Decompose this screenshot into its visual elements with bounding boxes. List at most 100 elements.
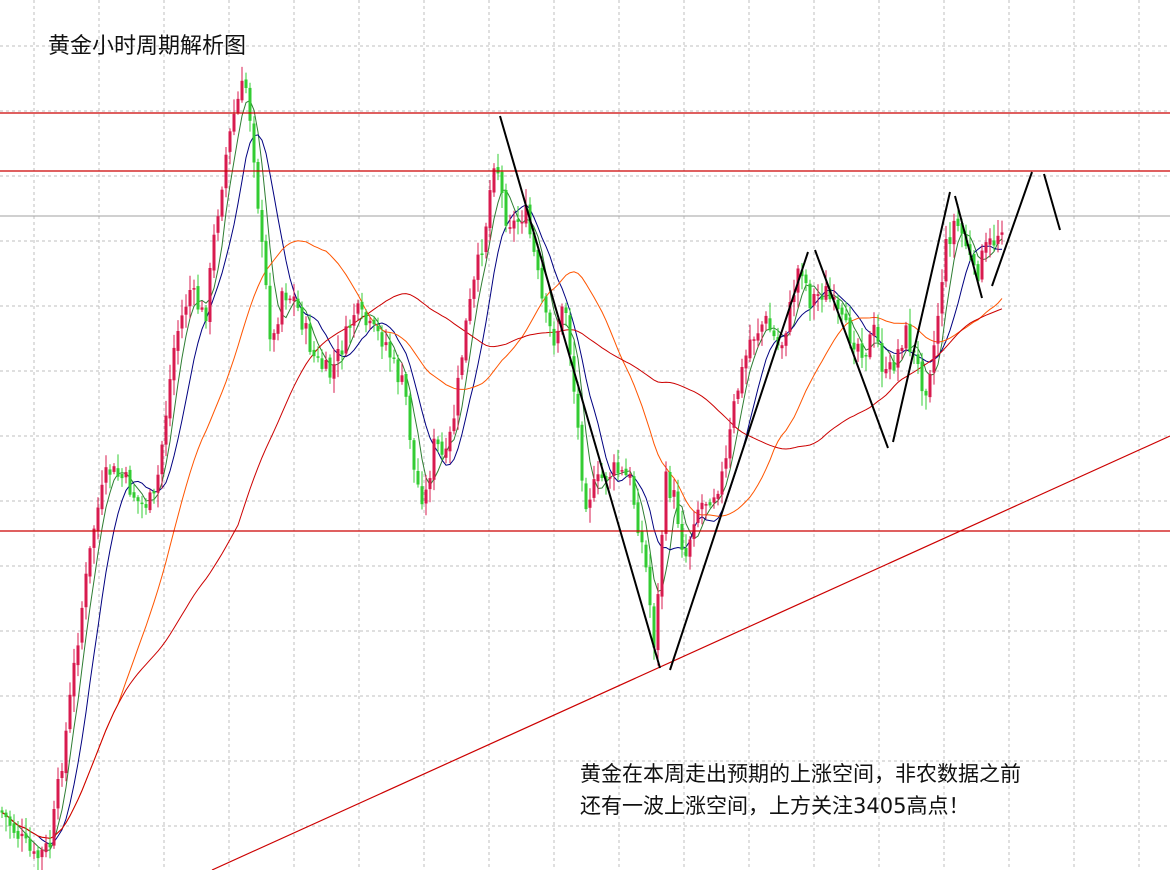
candle-body xyxy=(72,662,76,697)
candle-body xyxy=(56,779,60,809)
candle-body xyxy=(280,291,284,325)
candle-body xyxy=(352,315,356,326)
candle-body xyxy=(700,502,704,510)
candle-body xyxy=(24,833,28,839)
candle-body xyxy=(324,360,328,369)
candle-body xyxy=(592,479,596,498)
candle-body xyxy=(168,379,172,419)
candle-body xyxy=(188,290,192,307)
candle-body xyxy=(216,216,220,233)
candle-body xyxy=(768,318,772,331)
candle-body xyxy=(80,607,84,643)
wave-segment xyxy=(669,251,809,671)
candle-body xyxy=(116,468,120,477)
candle-body xyxy=(920,361,924,392)
candle-body xyxy=(988,238,992,245)
candle-body xyxy=(196,286,200,310)
candle-body xyxy=(204,307,208,322)
candle-body xyxy=(340,350,344,355)
candle-body xyxy=(488,190,492,228)
candle-body xyxy=(644,544,648,568)
candle-body xyxy=(440,441,444,455)
candle-body xyxy=(428,478,432,490)
candle-body xyxy=(816,294,820,296)
candle-body xyxy=(132,492,136,498)
candle-body xyxy=(880,343,884,372)
candle-body xyxy=(648,566,652,606)
candle-body xyxy=(636,502,640,534)
candle-body xyxy=(628,474,632,478)
candle-body xyxy=(864,355,868,357)
candle-body xyxy=(812,294,816,306)
candle-body xyxy=(852,342,856,350)
candle-body xyxy=(860,343,864,358)
candle-body xyxy=(256,162,260,209)
candle-body xyxy=(424,489,428,504)
candle-body xyxy=(640,530,644,543)
candle-body xyxy=(124,472,128,478)
candle-body xyxy=(452,418,456,432)
candle-body xyxy=(292,296,296,302)
candle-body xyxy=(772,330,776,337)
candle-body xyxy=(512,220,516,229)
candle-body xyxy=(952,220,956,245)
candle-body xyxy=(504,190,508,226)
candle-body xyxy=(728,429,732,459)
candle-body xyxy=(136,497,140,502)
candle-body xyxy=(580,424,584,481)
candle-body xyxy=(840,307,844,315)
candle-body xyxy=(100,484,104,510)
candle-body xyxy=(404,374,408,397)
candle-body xyxy=(524,204,528,224)
candle-body xyxy=(108,469,112,475)
wave-segment xyxy=(954,195,983,299)
candle-body xyxy=(64,730,68,774)
candle-body xyxy=(180,315,184,329)
candle-body xyxy=(916,354,920,364)
candle-body xyxy=(252,123,256,163)
candle-body xyxy=(176,331,180,351)
candle-body xyxy=(608,477,612,479)
chart-title: 黄金小时周期解析图 xyxy=(48,34,247,59)
candle-body xyxy=(272,333,276,340)
candle-body xyxy=(684,547,688,557)
candle-body xyxy=(232,114,236,132)
candle-body xyxy=(780,345,784,349)
candle-body xyxy=(360,301,364,310)
candle-body xyxy=(16,830,20,839)
candle-body xyxy=(304,323,308,329)
candle-body xyxy=(500,171,504,193)
candle-body xyxy=(472,279,476,299)
candle-body xyxy=(140,502,144,505)
candle-body xyxy=(536,249,540,271)
candle-body xyxy=(892,362,896,371)
candle-body xyxy=(184,306,188,315)
candle-body xyxy=(588,499,592,508)
candle-body xyxy=(300,307,304,330)
candle-body xyxy=(540,267,544,299)
candle-body xyxy=(248,87,252,121)
candle-body xyxy=(172,347,176,381)
candle-body xyxy=(264,241,268,286)
candle-body xyxy=(192,288,196,290)
candle-body xyxy=(236,98,240,113)
candle-body xyxy=(160,444,164,475)
candle-body xyxy=(12,823,16,833)
candle-body xyxy=(432,438,436,480)
candle-body xyxy=(268,285,272,340)
candle-body xyxy=(784,333,788,346)
candle-body xyxy=(708,502,712,506)
candle-body xyxy=(4,812,8,818)
candle-body xyxy=(1000,232,1004,235)
candle-body xyxy=(436,439,440,445)
candle-body xyxy=(492,168,496,193)
candle-body xyxy=(660,534,664,597)
ascending-trendline xyxy=(211,435,1170,870)
candle-body xyxy=(552,328,556,346)
candle-body xyxy=(696,509,700,523)
candle-body xyxy=(688,539,692,557)
candle-body xyxy=(616,462,620,474)
candle-body xyxy=(932,345,936,373)
candle-body xyxy=(364,312,368,326)
candle-body xyxy=(260,210,264,242)
